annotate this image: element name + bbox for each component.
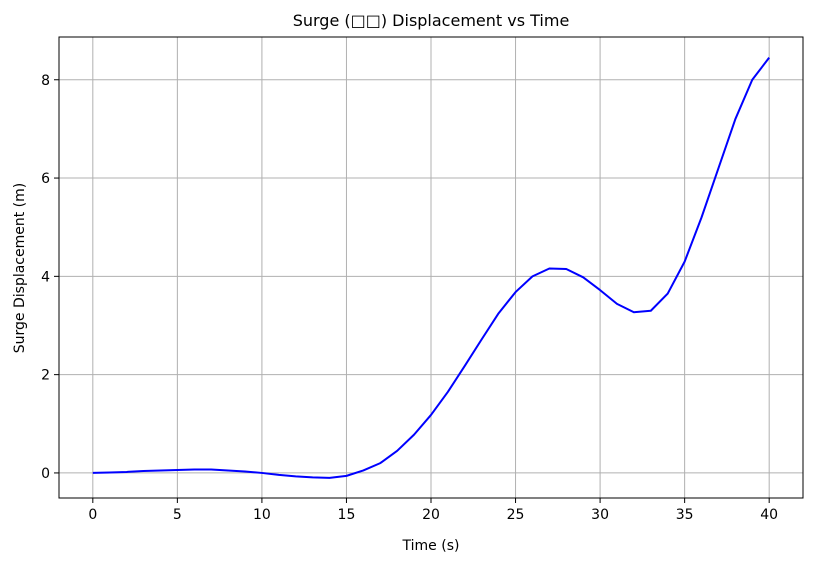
x-tick-label: 15 bbox=[338, 507, 356, 523]
line-series bbox=[92, 57, 770, 479]
x-axis-label: Time (s) bbox=[402, 538, 460, 554]
x-tick-label: 10 bbox=[253, 507, 271, 523]
y-tick-label: 4 bbox=[41, 269, 50, 285]
chart-title: Surge (□□) Displacement vs Time bbox=[293, 11, 570, 30]
y-axis-label: Surge Displacement (m) bbox=[12, 183, 28, 353]
x-tick-label: 25 bbox=[507, 507, 525, 523]
y-tick-label: 2 bbox=[41, 368, 50, 384]
x-tick-label: 35 bbox=[676, 507, 694, 523]
y-tick-label: 8 bbox=[41, 73, 50, 89]
plot-frame bbox=[58, 36, 804, 499]
x-tick-label: 30 bbox=[591, 507, 609, 523]
x-tick-label: 20 bbox=[422, 507, 440, 523]
y-tick-label: 6 bbox=[41, 171, 50, 187]
y-tick-label: 0 bbox=[41, 466, 50, 482]
x-tick-label: 0 bbox=[88, 507, 97, 523]
x-tick-label: 5 bbox=[173, 507, 182, 523]
x-tick-label: 40 bbox=[760, 507, 778, 523]
